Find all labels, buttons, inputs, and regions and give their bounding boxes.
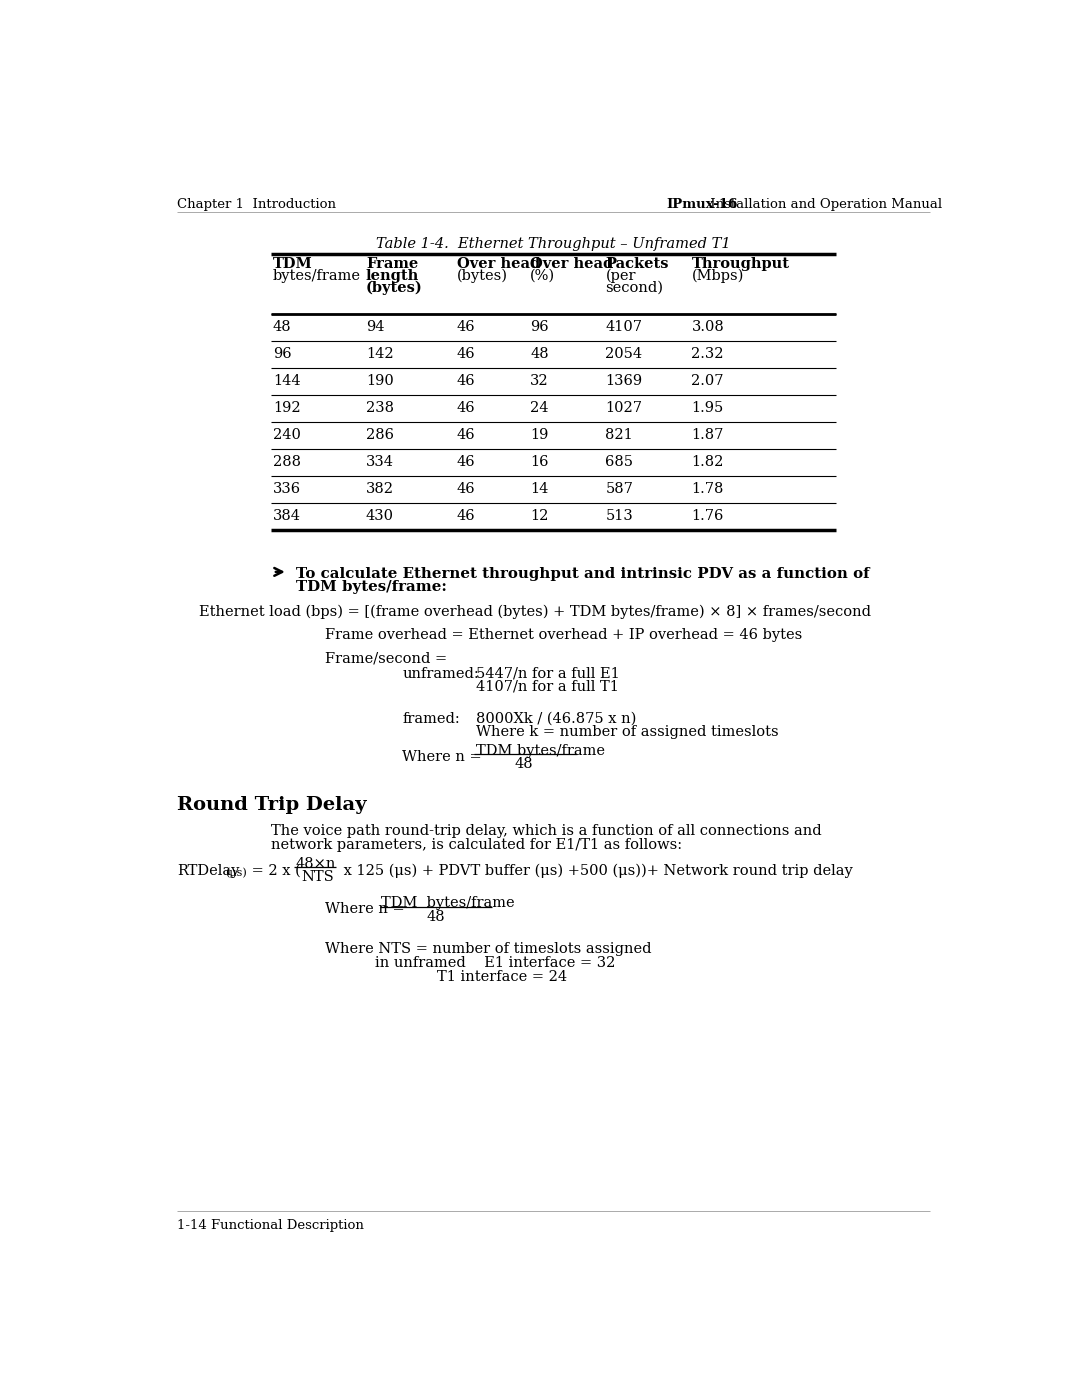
Text: 2054: 2054 [606, 346, 643, 360]
Text: 96: 96 [273, 346, 292, 360]
Text: 4107/n for a full T1: 4107/n for a full T1 [476, 680, 619, 694]
Text: 1.87: 1.87 [691, 427, 724, 441]
Text: unframed:: unframed: [403, 666, 480, 680]
Text: IPmux-16: IPmux-16 [666, 198, 738, 211]
Text: 48×n: 48×n [296, 856, 336, 870]
Text: Chapter 1  Introduction: Chapter 1 Introduction [177, 198, 336, 211]
Text: 1.76: 1.76 [691, 509, 724, 522]
Text: Round Trip Delay: Round Trip Delay [177, 796, 366, 814]
Text: 2.07: 2.07 [691, 374, 724, 388]
Text: Installation and Operation Manual: Installation and Operation Manual [706, 198, 942, 211]
Text: 286: 286 [366, 427, 394, 441]
Text: 238: 238 [366, 401, 394, 415]
Text: 24: 24 [530, 401, 549, 415]
Text: 16: 16 [530, 455, 549, 469]
Text: Frame: Frame [366, 257, 418, 271]
Text: network parameters, is calculated for E1/T1 as follows:: network parameters, is calculated for E1… [271, 838, 681, 852]
Text: Where n =: Where n = [403, 750, 487, 764]
Text: Over head: Over head [457, 257, 540, 271]
Text: Where n =: Where n = [325, 902, 409, 916]
Text: TDM bytes/frame: TDM bytes/frame [476, 743, 605, 757]
Text: 48: 48 [273, 320, 292, 334]
Text: 587: 587 [606, 482, 633, 496]
Text: (bytes): (bytes) [457, 268, 508, 284]
Text: 288: 288 [273, 455, 301, 469]
Text: 46: 46 [457, 427, 475, 441]
Text: 685: 685 [606, 455, 634, 469]
Text: (per: (per [606, 268, 636, 284]
Text: 1.78: 1.78 [691, 482, 724, 496]
Text: 46: 46 [457, 482, 475, 496]
Text: 46: 46 [457, 320, 475, 334]
Text: Table 1-4.  Ethernet Throughput – Unframed T1: Table 1-4. Ethernet Throughput – Unframe… [376, 237, 731, 251]
Text: 336: 336 [273, 482, 301, 496]
Text: 382: 382 [366, 482, 394, 496]
Text: TDM  bytes/frame: TDM bytes/frame [381, 895, 515, 909]
Text: 513: 513 [606, 509, 633, 522]
Text: 46: 46 [457, 374, 475, 388]
Text: 430: 430 [366, 509, 394, 522]
Text: T1 interface = 24: T1 interface = 24 [437, 970, 567, 983]
Text: framed:: framed: [403, 712, 460, 726]
Text: To calculate Ethernet throughput and intrinsic PDV as a function of: To calculate Ethernet throughput and int… [296, 567, 869, 581]
Text: 384: 384 [273, 509, 301, 522]
Text: 3.08: 3.08 [691, 320, 725, 334]
Text: 334: 334 [366, 455, 394, 469]
Text: 4107: 4107 [606, 320, 643, 334]
Text: 46: 46 [457, 401, 475, 415]
Text: Frame/second =: Frame/second = [325, 651, 447, 665]
Text: (μs): (μs) [225, 868, 246, 879]
Text: 1.95: 1.95 [691, 401, 724, 415]
Text: = 2 x (: = 2 x ( [246, 863, 300, 877]
Text: 142: 142 [366, 346, 393, 360]
Text: (bytes): (bytes) [366, 281, 422, 295]
Text: 240: 240 [273, 427, 301, 441]
Text: in unframed    E1 interface = 32: in unframed E1 interface = 32 [375, 956, 616, 970]
Text: Where NTS = number of timeslots assigned: Where NTS = number of timeslots assigned [325, 942, 651, 957]
Text: 1-14 Functional Description: 1-14 Functional Description [177, 1218, 364, 1232]
Text: NTS: NTS [301, 870, 335, 884]
Text: Ethernet load (bps) = [(frame overhead (bytes) + TDM bytes/frame) × 8] × frames/: Ethernet load (bps) = [(frame overhead (… [199, 605, 870, 619]
Text: Frame overhead = Ethernet overhead + IP overhead = 46 bytes: Frame overhead = Ethernet overhead + IP … [325, 629, 802, 643]
Text: 1369: 1369 [606, 374, 643, 388]
Text: 19: 19 [530, 427, 549, 441]
Text: (Mbps): (Mbps) [691, 268, 744, 284]
Text: length: length [366, 268, 419, 282]
Text: Over head: Over head [530, 257, 613, 271]
Text: 46: 46 [457, 455, 475, 469]
Text: Throughput: Throughput [691, 257, 789, 271]
Text: 8000Xk / (46.875 x n): 8000Xk / (46.875 x n) [476, 712, 636, 726]
Text: 5447/n for a full E1: 5447/n for a full E1 [476, 666, 620, 680]
Text: 46: 46 [457, 509, 475, 522]
Text: second): second) [606, 281, 663, 295]
Text: 96: 96 [530, 320, 549, 334]
Text: 32: 32 [530, 374, 549, 388]
Text: 48: 48 [530, 346, 549, 360]
Text: x 125 (μs) + PDVT buffer (μs) +500 (μs))+ Network round trip delay: x 125 (μs) + PDVT buffer (μs) +500 (μs))… [339, 863, 852, 879]
Text: Packets: Packets [606, 257, 669, 271]
Text: 46: 46 [457, 346, 475, 360]
Text: 192: 192 [273, 401, 300, 415]
Text: 12: 12 [530, 509, 549, 522]
Text: 1.82: 1.82 [691, 455, 724, 469]
Text: 2.32: 2.32 [691, 346, 724, 360]
Text: 48: 48 [515, 757, 534, 771]
Text: 144: 144 [273, 374, 300, 388]
Text: (%): (%) [530, 268, 555, 282]
Text: TDM: TDM [273, 257, 313, 271]
Text: 821: 821 [606, 427, 633, 441]
Text: 48: 48 [427, 909, 445, 923]
Text: Where k = number of assigned timeslots: Where k = number of assigned timeslots [476, 725, 779, 739]
Text: bytes/frame: bytes/frame [273, 268, 361, 282]
Text: 190: 190 [366, 374, 394, 388]
Text: 94: 94 [366, 320, 384, 334]
Text: 14: 14 [530, 482, 549, 496]
Text: The voice path round-trip delay, which is a function of all connections and: The voice path round-trip delay, which i… [271, 824, 821, 838]
Text: RTDelay: RTDelay [177, 863, 240, 877]
Text: 1027: 1027 [606, 401, 643, 415]
Text: TDM bytes/frame:: TDM bytes/frame: [296, 580, 447, 594]
